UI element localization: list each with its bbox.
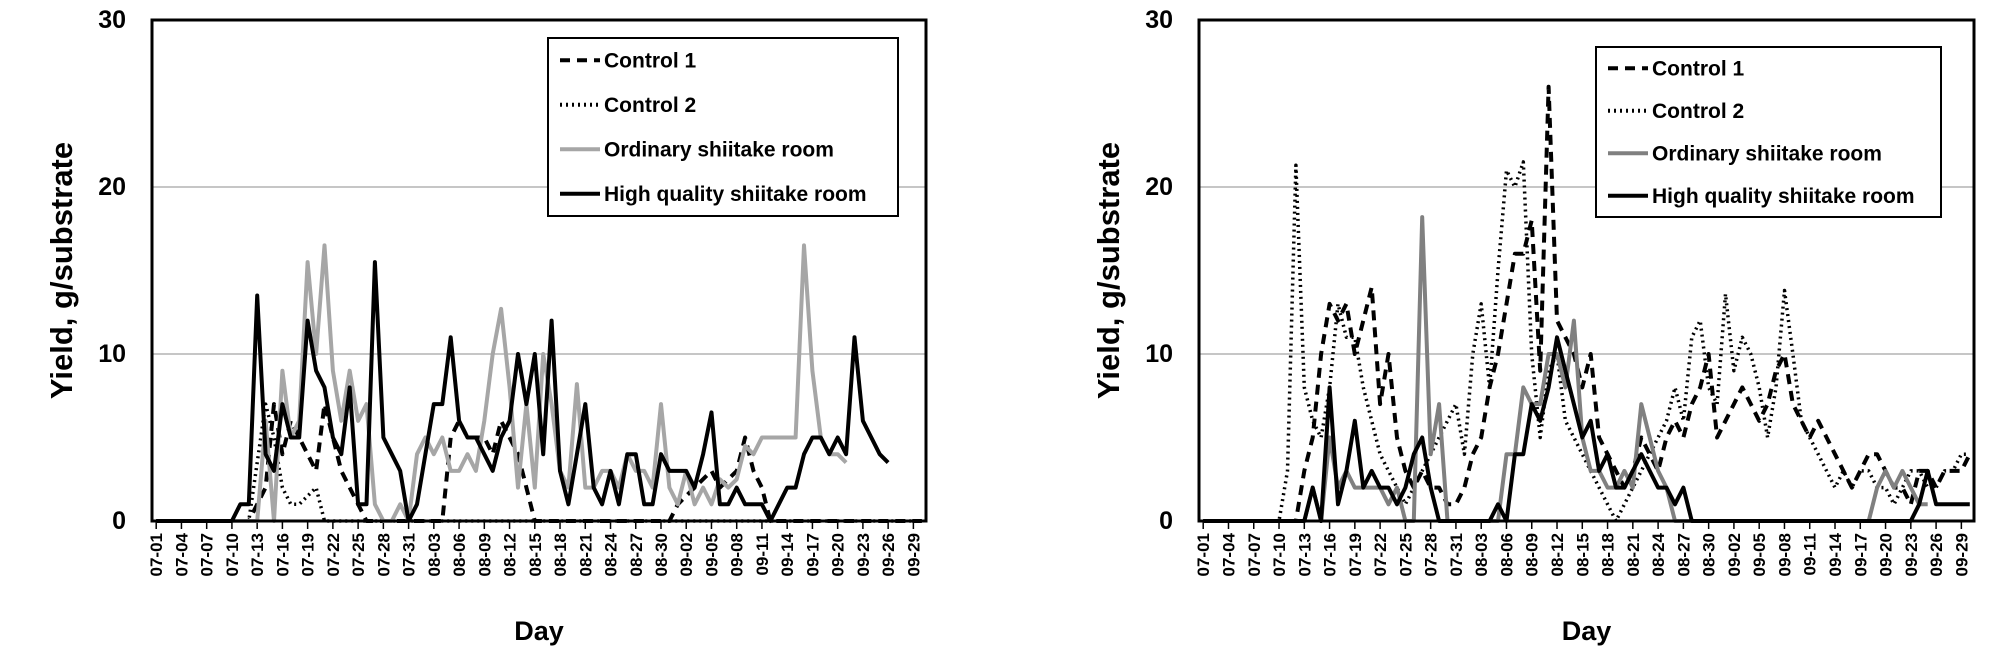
x-tick-label: 09-08: [1775, 533, 1794, 576]
x-tick-label: 07-31: [1447, 533, 1466, 576]
plot-frame: [1197, 18, 1976, 523]
x-tick-label: 07-13: [248, 533, 267, 576]
x-tick-label: 08-06: [1497, 533, 1516, 576]
x-tick-label: 08-09: [1523, 533, 1542, 576]
x-tick-label: 08-27: [627, 533, 646, 576]
x-tick-label: 09-08: [728, 533, 747, 576]
x-tick-label: 07-01: [1194, 533, 1213, 576]
x-tick-label: 08-24: [602, 532, 621, 576]
x-tick-label: 07-31: [400, 533, 419, 576]
x-tick-label: 08-12: [1548, 533, 1567, 576]
y-tick-label: 10: [98, 340, 126, 368]
x-tick-label: 09-05: [702, 533, 721, 576]
x-tick-label: 08-12: [501, 533, 520, 576]
x-tick-label: 09-02: [677, 533, 696, 576]
legend-label: High quality shiitake room: [1652, 185, 1915, 208]
series-line-2: [156, 402, 922, 523]
x-tick-label: 09-20: [1877, 533, 1896, 576]
x-tick-label: 09-14: [1826, 532, 1845, 576]
series-line-3: [156, 243, 848, 523]
x-tick-label: 09-05: [1750, 533, 1769, 576]
legend-label: Control 1: [1652, 57, 1744, 80]
legend-label: Control 2: [604, 94, 696, 117]
legend-label: Ordinary shiitake room: [1652, 142, 1882, 165]
x-tick-label: 07-19: [1346, 533, 1365, 576]
x-tick-label: 08-15: [526, 533, 545, 576]
y-tick-label: 30: [1145, 6, 1173, 34]
x-tick-label: 08-09: [475, 533, 494, 576]
legend: Control 1 Control 2 Ordinary shiitake room…: [1595, 46, 1942, 218]
x-axis-label: Day: [514, 616, 564, 646]
legend-label: High quality shiitake room: [604, 183, 867, 206]
x-tick-label: 07-07: [1245, 533, 1264, 576]
x-tick-label: 08-15: [1573, 533, 1592, 576]
x-tick-label: 08-18: [551, 533, 570, 576]
x-tick-label: 08-06: [450, 533, 469, 576]
legend-label: Ordinary shiitake room: [604, 138, 834, 161]
x-tick-label: 09-29: [904, 533, 923, 576]
x-tick-label: 07-28: [1422, 533, 1441, 576]
x-tick-label: 09-11: [753, 533, 772, 576]
x-tick-label: 08-03: [1472, 533, 1491, 576]
x-tick-label: 09-17: [803, 533, 822, 576]
chart-panel-2: 0 10 20 30 Yield, g/substrate 07-01 07-04 07-07…: [1091, 6, 1976, 646]
x-tick-label: 07-13: [1295, 533, 1314, 576]
x-tick-label: 07-07: [198, 533, 217, 576]
y-tick-label: 0: [112, 507, 126, 535]
x-tick-label: 07-01: [147, 533, 166, 576]
y-tick-label: 10: [1145, 340, 1173, 368]
y-axis-label: Yield, g/substrate: [44, 142, 79, 399]
legend-label: Control 2: [1652, 100, 1744, 123]
x-tick-label: 07-16: [1321, 533, 1340, 576]
x-tick-label: 07-28: [374, 533, 393, 576]
x-tick-label: 09-29: [1952, 533, 1971, 576]
y-tick-label: 20: [98, 173, 126, 201]
x-tick-label: 07-10: [223, 533, 242, 576]
x-tick-label: 08-21: [1624, 533, 1643, 576]
x-tick-label: 08-27: [1674, 533, 1693, 576]
series-line-2: [1203, 160, 1970, 523]
x-tick-label: 09-23: [1902, 533, 1921, 576]
x-tick-label: 07-22: [1371, 533, 1390, 576]
x-tick-label: 08-24: [1649, 532, 1668, 576]
x-tick-label: 09-14: [778, 532, 797, 576]
legend: Control 1 Control 2 Ordinary shiitake room…: [547, 37, 899, 217]
x-tick-label: 08-21: [576, 533, 595, 576]
series-line-4: [156, 260, 890, 523]
y-tick-label: 30: [98, 6, 126, 34]
x-tick-label: 07-04: [172, 532, 191, 576]
x-tick-label: 08-30: [1700, 533, 1719, 576]
chart-panel-1: 0 10 20 30 Yield, g/substrate 07-01 07-04 07-07…: [44, 6, 928, 646]
x-tick-label: 07-10: [1270, 533, 1289, 576]
legend-label: Control 1: [604, 49, 696, 72]
plot-frame: [150, 18, 928, 523]
x-axis-label: Day: [1562, 616, 1612, 646]
x-tick-label: 07-04: [1219, 532, 1238, 576]
x-tick-label: 08-18: [1599, 533, 1618, 576]
legend-box: [1595, 46, 1942, 218]
x-tick-label: 09-17: [1851, 533, 1870, 576]
x-tick-label: 09-26: [879, 533, 898, 576]
x-tick-label: 09-02: [1725, 533, 1744, 576]
x-tick-label: 08-03: [425, 533, 444, 576]
legend-box: [547, 37, 899, 217]
x-tick-label: 07-16: [273, 533, 292, 576]
x-tick-label: 09-11: [1801, 533, 1820, 576]
x-tick-label: 07-22: [324, 533, 343, 576]
y-axis-label: Yield, g/substrate: [1091, 142, 1126, 399]
x-tick-label: 09-23: [854, 533, 873, 576]
x-tick-label: 07-25: [1396, 533, 1415, 576]
x-tick-label: 09-26: [1927, 533, 1946, 576]
x-tick-label: 07-19: [299, 533, 318, 576]
y-tick-label: 0: [1159, 507, 1173, 535]
x-tick-label: 08-30: [652, 533, 671, 576]
series-line-4: [1203, 335, 1970, 523]
y-tick-label: 20: [1145, 173, 1173, 201]
x-tick-label: 09-20: [829, 533, 848, 576]
x-tick-label: 07-25: [349, 533, 368, 576]
